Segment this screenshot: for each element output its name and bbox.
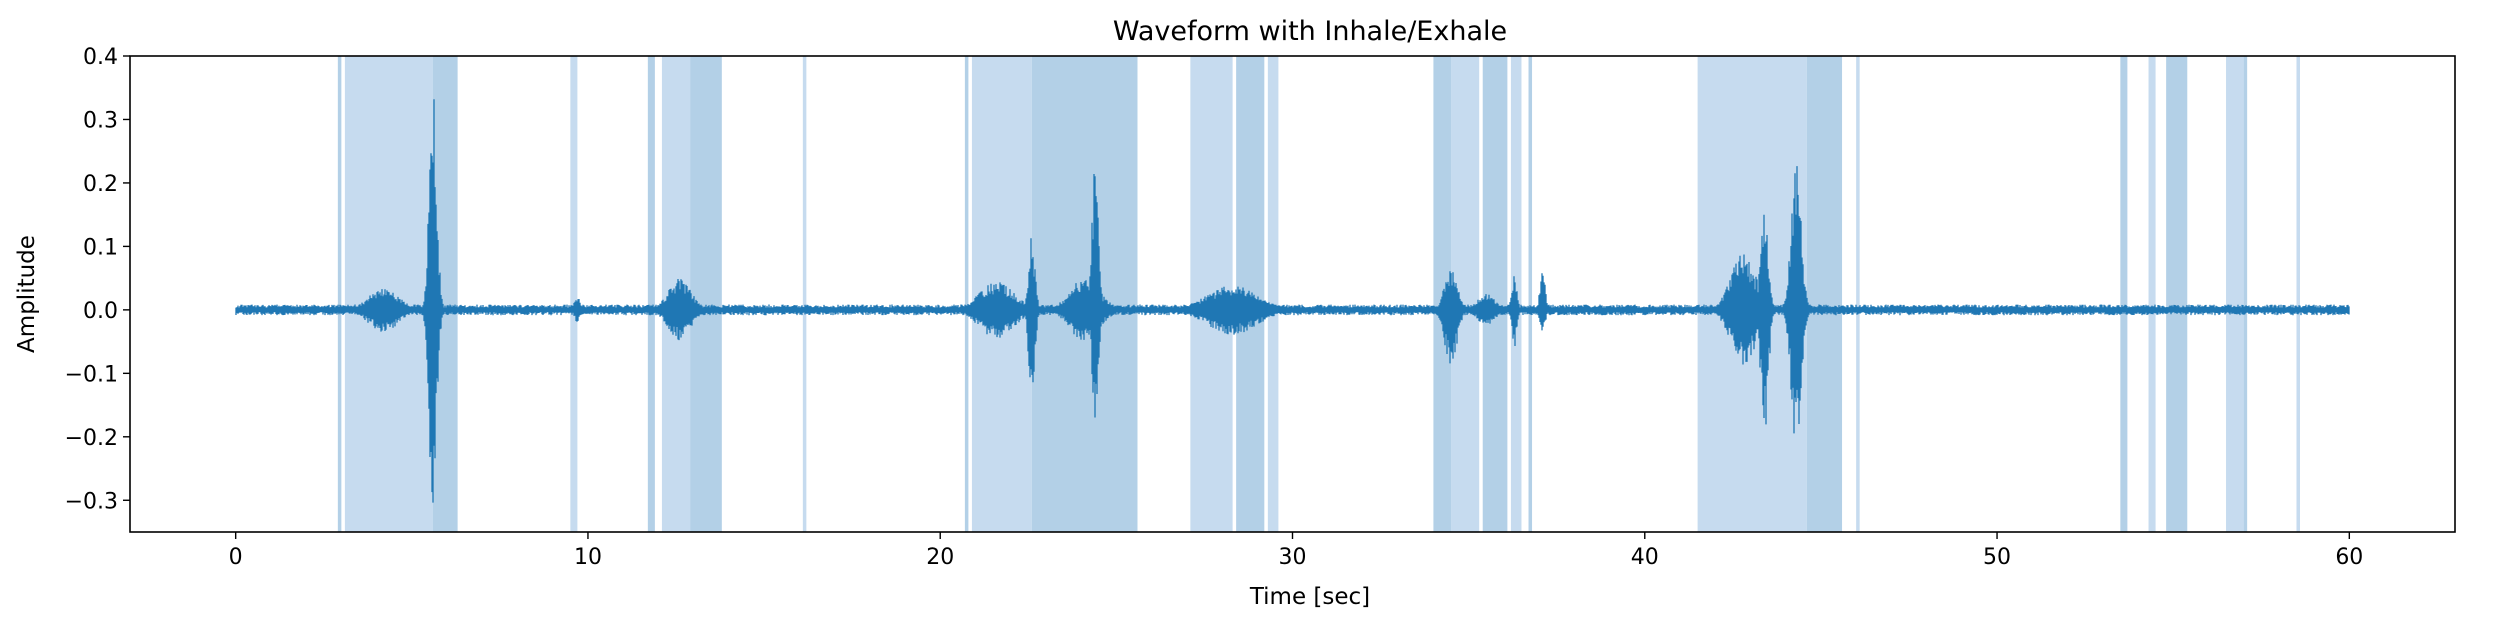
breath-region	[1856, 56, 1860, 532]
breath-region	[1528, 56, 1533, 532]
y-axis-label: Amplitude	[14, 235, 40, 353]
x-axis-label: Time [sec]	[1249, 584, 1370, 610]
y-tick-label: 0.2	[83, 172, 118, 197]
x-axis-ticks: 0 10 20 30 40 50 60	[229, 532, 2363, 570]
x-tick-label: 10	[574, 545, 602, 570]
y-tick-label: −0.2	[65, 426, 118, 451]
x-tick-label: 30	[1279, 545, 1307, 570]
breath-region	[1806, 56, 1843, 532]
breath-region	[802, 56, 807, 532]
breath-region	[2166, 56, 2188, 532]
y-tick-label: 0.3	[83, 108, 118, 133]
y-tick-label: −0.3	[65, 489, 118, 514]
plot-frame	[129, 55, 2456, 533]
breath-region	[647, 56, 655, 532]
breath-region	[2226, 56, 2244, 532]
x-tick-label: 40	[1631, 545, 1659, 570]
breath-region	[570, 56, 578, 532]
breath-region	[1482, 56, 1508, 532]
breath-region	[2120, 56, 2128, 532]
breath-regions	[337, 56, 2300, 532]
waveform-series	[235, 99, 2350, 503]
x-tick-label: 0	[229, 545, 243, 570]
y-tick-label: −0.1	[65, 362, 118, 387]
breath-region	[1433, 56, 1452, 532]
y-tick-label: 0.1	[83, 235, 118, 260]
x-tick-label: 50	[1983, 545, 2011, 570]
breath-region	[2148, 56, 2156, 532]
chart-title: Waveform with Inhale/Exhale	[1113, 16, 1507, 47]
breath-region	[337, 56, 342, 532]
y-axis-ticks: −0.3 −0.2 −0.1 0.0 0.1 0.2 0.3 0.4	[65, 45, 130, 514]
breath-region	[964, 56, 969, 532]
y-tick-label: 0.4	[83, 45, 118, 70]
breath-region	[2296, 56, 2300, 532]
breath-region	[690, 56, 722, 532]
breath-region	[2243, 56, 2248, 532]
x-tick-label: 20	[926, 545, 954, 570]
x-tick-label: 60	[2335, 545, 2363, 570]
breath-region	[1267, 56, 1279, 532]
waveform-line	[235, 99, 2350, 503]
y-tick-label: 0.0	[83, 299, 118, 324]
